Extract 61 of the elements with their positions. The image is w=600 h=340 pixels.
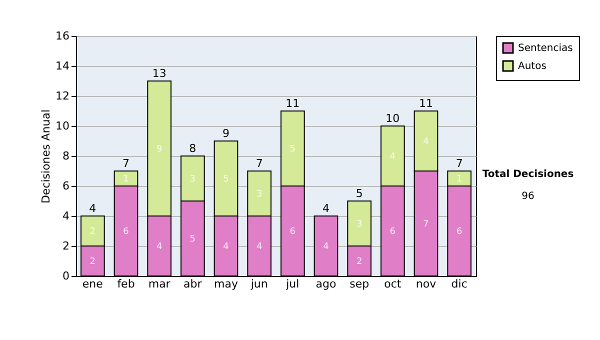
y-tick-label: 16 — [56, 30, 70, 42]
data-label: 3 — [190, 174, 196, 184]
x-tick-label: dic — [451, 278, 468, 290]
data-label: 9 — [156, 144, 162, 154]
y-tick-label: 4 — [62, 210, 70, 222]
data-label: 4 — [323, 242, 330, 252]
data-label: 6 — [390, 227, 396, 237]
data-label: 4 — [223, 242, 230, 252]
data-label: 5 — [190, 234, 196, 244]
data-label: 4 — [390, 152, 396, 162]
text: 96 — [522, 191, 534, 202]
x-tick-label: feb — [117, 278, 135, 290]
total-label: 11 — [286, 97, 300, 110]
data-label: 1 — [123, 174, 129, 184]
y-tick-label: 2 — [62, 240, 70, 252]
data-label: 4 — [156, 242, 162, 252]
legend-label: Autos — [518, 61, 546, 72]
data-label: 6 — [290, 227, 296, 237]
y-tick-label: 10 — [56, 120, 70, 132]
total-label: 11 — [419, 97, 433, 110]
data-label: 1 — [456, 174, 462, 184]
data-label: 3 — [256, 190, 262, 200]
y-tick-label: 8 — [62, 150, 70, 162]
y-tick-label: 6 — [62, 180, 70, 192]
x-tick-label: ago — [316, 278, 336, 290]
x-tick-label: ene — [82, 278, 104, 290]
total-label: 8 — [189, 142, 196, 155]
total-label: 7 — [256, 157, 263, 170]
y-tick-label: 0 — [62, 270, 70, 282]
data-label: 3 — [356, 220, 362, 230]
total-label: 4 — [322, 202, 330, 215]
total-label: 10 — [386, 112, 400, 125]
data-label: 2 — [356, 257, 362, 267]
total-label: 7 — [122, 157, 130, 170]
x-tick-label: abr — [184, 278, 202, 290]
text: Total Decisiones — [482, 169, 574, 180]
data-label: 5 — [290, 144, 296, 154]
data-label: 5 — [223, 174, 229, 184]
x-tick-label: oct — [384, 278, 402, 290]
total-label: 7 — [456, 157, 463, 170]
data-label: 6 — [123, 227, 130, 237]
y-tick-label: 12 — [56, 90, 70, 102]
data-label: 2 — [90, 227, 96, 237]
total-label: 4 — [89, 202, 96, 215]
data-label: 2 — [90, 257, 96, 267]
data-label: 4 — [423, 137, 430, 147]
x-tick-label: jun — [250, 278, 268, 290]
total-label: 13 — [152, 67, 166, 80]
x-tick-label: jul — [285, 278, 300, 290]
data-label: 7 — [423, 220, 429, 230]
data-label: 6 — [456, 227, 462, 237]
total-label: 9 — [222, 127, 230, 140]
data-label: 4 — [256, 242, 262, 252]
x-tick-label: may — [214, 278, 238, 290]
x-tick-label: nov — [416, 278, 437, 290]
y-axis-title: Decisiones Anual — [40, 109, 53, 204]
total-label: 5 — [356, 187, 363, 200]
legend-label: Sentencias — [518, 43, 573, 54]
x-tick-label: mar — [148, 278, 171, 290]
y-tick-label: 14 — [56, 60, 70, 72]
x-tick-label: sep — [350, 278, 370, 290]
